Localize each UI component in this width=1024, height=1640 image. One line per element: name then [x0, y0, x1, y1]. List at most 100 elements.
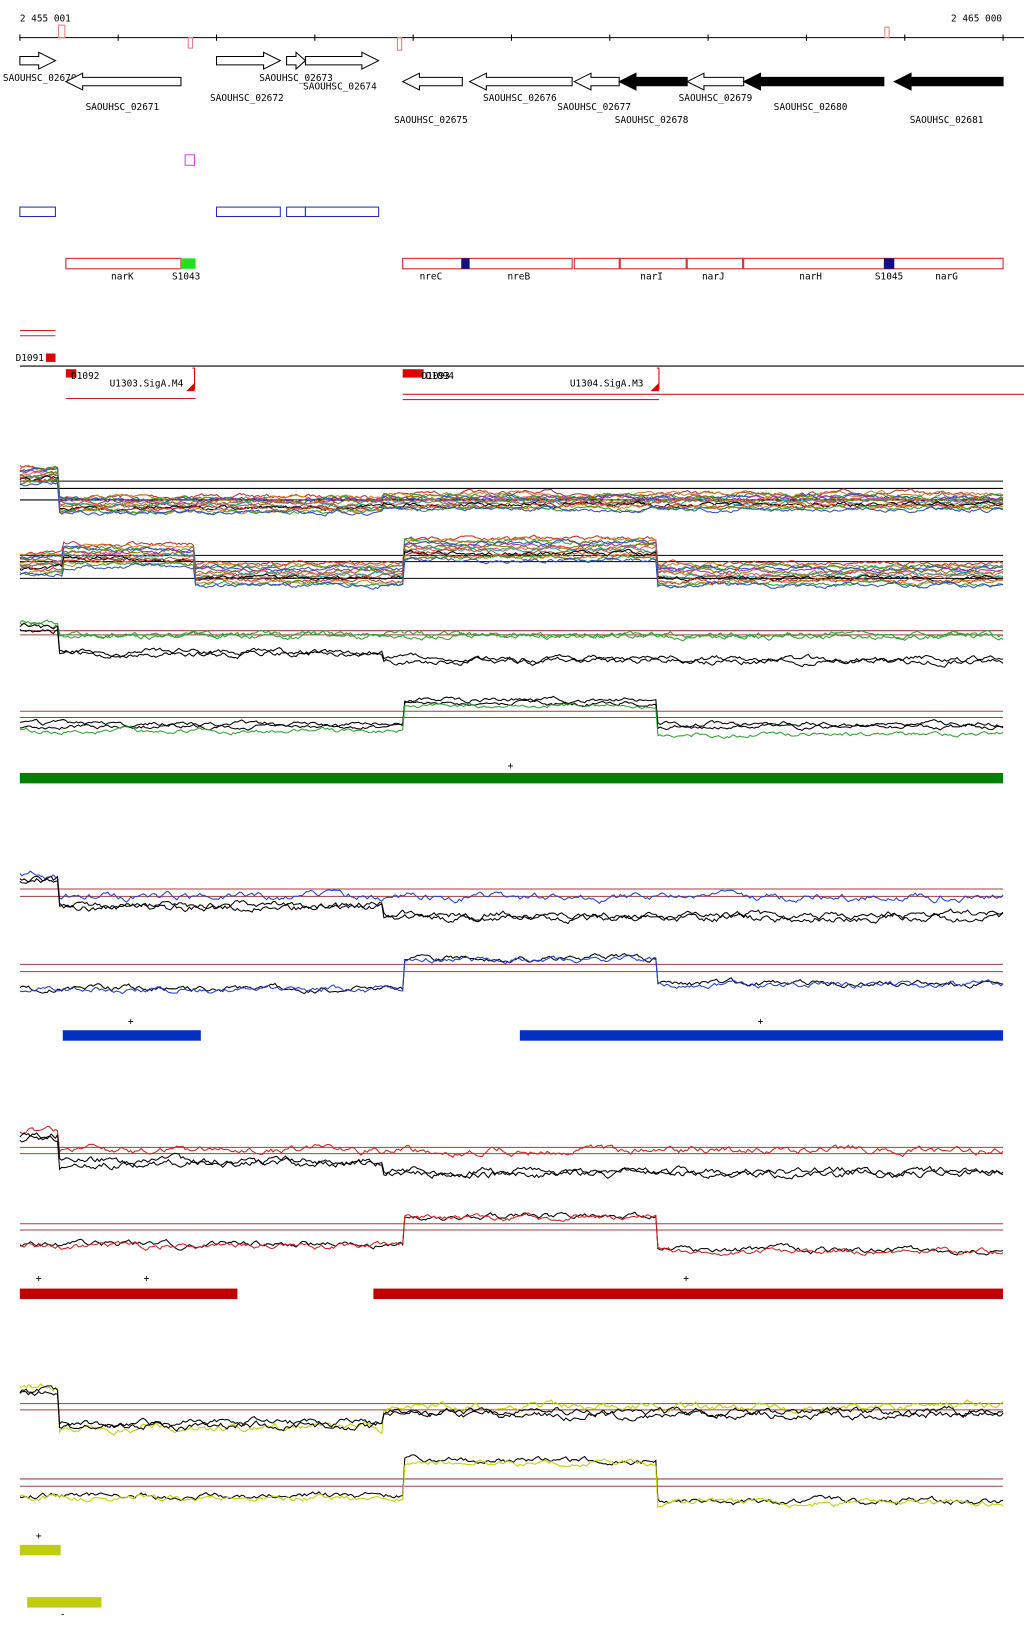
signal-line [19, 467, 1004, 505]
strand-sign: + [36, 1531, 42, 1542]
operon-box [743, 257, 1004, 270]
signal-line [19, 541, 1004, 575]
signal-line [19, 695, 1004, 728]
signal-line [19, 954, 1004, 995]
blue-box [215, 206, 281, 218]
feature-label: nreB [507, 272, 530, 283]
feature-label: S1045 [875, 272, 903, 283]
signal-line [19, 1212, 1004, 1257]
ruler-marker [396, 37, 403, 51]
signal-line [19, 536, 1004, 570]
segment-label: D1093 [422, 371, 450, 382]
call-bar [62, 1030, 201, 1041]
seg-block [65, 369, 77, 378]
signal-line [19, 478, 1004, 516]
gene-label: SAOUHSC_02680 [774, 102, 848, 113]
operon-box [619, 257, 687, 270]
signal-line [19, 546, 1004, 580]
signal-line [19, 870, 1004, 905]
gene-arrow [401, 72, 463, 91]
feature-label: nreC [420, 272, 443, 283]
segment-label: D1091 [16, 353, 45, 364]
operon-box [686, 257, 744, 270]
call-bar [19, 1288, 238, 1300]
signal-line [19, 554, 1004, 588]
promoter-head [650, 382, 659, 392]
gene-label: SAOUHSC_02670 [3, 73, 77, 84]
signal-line [19, 1134, 1004, 1180]
blue-box [19, 206, 56, 218]
gene-label: SAOUHSC_02674 [303, 81, 377, 92]
gene-arrow [468, 72, 573, 91]
strand-sign: + [683, 1274, 689, 1285]
feature-label: S1043 [172, 272, 200, 283]
site [180, 258, 196, 269]
gene-label: SAOUHSC_02677 [557, 102, 631, 113]
signal-line [19, 620, 1004, 641]
gene-label: SAOUHSC_02678 [615, 115, 689, 126]
gene-label: SAOUHSC_02681 [910, 115, 984, 126]
feature-label: narH [799, 272, 822, 283]
promoter-head [186, 382, 195, 392]
signal-line [19, 877, 1004, 922]
ruler-marker [58, 24, 66, 39]
signal-line [19, 619, 1004, 642]
gene-label: SAOUHSC_02672 [210, 93, 284, 104]
segment-label: U1304.SigA.M3 [570, 378, 644, 389]
signal-line [19, 1211, 1004, 1256]
strand-sign: + [508, 761, 514, 772]
gene-arrow [573, 72, 620, 91]
strand-sign: + [144, 1274, 150, 1285]
gene-arrow [304, 51, 380, 70]
signal-line [19, 556, 1004, 590]
feature-label: narG [935, 272, 958, 283]
feature-label: narJ [702, 272, 725, 283]
signal-line [19, 1454, 1004, 1506]
promoter [192, 367, 196, 390]
ruler-end: 2 465 000 [951, 13, 1002, 24]
segment-label: D1092 [71, 371, 99, 382]
strand-sign: + [758, 1016, 764, 1027]
ruler-marker [884, 26, 890, 39]
signal-line [19, 471, 1004, 509]
gene-arrow [215, 51, 282, 70]
signal-line [19, 472, 1004, 510]
signal-line [19, 1132, 1004, 1179]
signal-line [19, 875, 1004, 925]
segment-label: D1094 [426, 371, 455, 382]
gene-arrow [19, 51, 57, 70]
operon-box [573, 257, 620, 270]
gene-arrow [686, 72, 745, 91]
signal-line [19, 628, 1004, 668]
operon-box [65, 257, 182, 270]
call-bar [27, 1597, 102, 1608]
gene-label: SAOUHSC_02671 [86, 102, 160, 113]
signal-line [19, 1383, 1004, 1436]
site [883, 258, 895, 269]
feature-label: narI [640, 272, 663, 283]
signal-line [19, 475, 1004, 512]
gene-arrow [286, 51, 307, 71]
strand-sign: + [36, 1274, 42, 1285]
signal-line [19, 481, 1004, 517]
signal-line [19, 698, 1004, 731]
strand-sign: + [128, 1016, 134, 1027]
signal-line [19, 1125, 1004, 1159]
blue-box [304, 206, 380, 218]
call-bar [19, 772, 1004, 784]
gene-arrow [618, 72, 688, 91]
seg-block [46, 353, 56, 362]
operon-box [402, 257, 573, 270]
site [461, 258, 470, 269]
call-bar [373, 1288, 1004, 1300]
call-bar [519, 1030, 1004, 1041]
segment-label: U1303.SigA.M4 [110, 378, 184, 389]
feature-box [184, 154, 196, 166]
feature-label: narK [111, 272, 134, 283]
signal-line [19, 545, 1004, 579]
gene-arrow [742, 72, 885, 91]
gene-arrow [64, 72, 182, 91]
gene-label: SAOUHSC_02676 [483, 93, 557, 104]
signal-line [19, 622, 1004, 665]
